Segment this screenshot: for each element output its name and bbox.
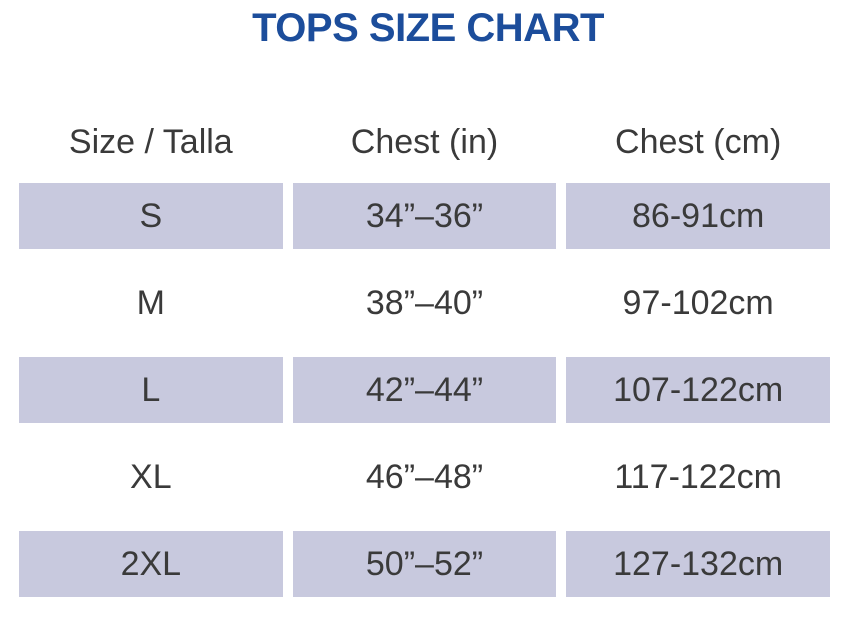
size-cell: 2XL	[19, 531, 283, 597]
size-table: Size / Talla Chest (in) Chest (cm) S 34”…	[19, 109, 830, 597]
table-body: S 34”–36” 86-91cm M 38”–40” 97-102cm L 4…	[19, 183, 830, 597]
size-cell: L	[19, 357, 283, 423]
column-header-chest-in: Chest (in)	[350, 122, 499, 161]
size-cell: S	[19, 183, 283, 249]
chest-in-cell: 38”–40”	[365, 283, 484, 322]
page-title: TOPS SIZE CHART	[252, 6, 604, 50]
size-cell: XL	[130, 457, 172, 496]
chest-cm-cell: 127-132cm	[566, 531, 830, 597]
table-row-l: L 42”–44” 107-122cm	[19, 357, 830, 423]
chest-cm-cell: 86-91cm	[566, 183, 830, 249]
table-row-2xl: 2XL 50”–52” 127-132cm	[19, 531, 830, 597]
chest-in-cell: 42”–44”	[292, 357, 557, 423]
chest-in-cell: 50”–52”	[292, 531, 557, 597]
size-cell: M	[136, 283, 165, 322]
chest-in-cell: 46”–48”	[365, 457, 484, 496]
chest-cm-cell: 107-122cm	[566, 357, 830, 423]
chest-in-cell: 34”–36”	[292, 183, 557, 249]
table-row-xl: XL 46”–48” 117-122cm	[19, 444, 830, 510]
table-row-m: M 38”–40” 97-102cm	[19, 270, 830, 336]
column-header-size: Size / Talla	[68, 122, 233, 161]
chest-cm-cell: 117-122cm	[614, 457, 782, 496]
table-header-row: Size / Talla Chest (in) Chest (cm)	[19, 109, 830, 175]
table-row-s: S 34”–36” 86-91cm	[19, 183, 830, 249]
chest-cm-cell: 97-102cm	[622, 283, 774, 322]
column-header-chest-cm: Chest (cm)	[615, 122, 782, 161]
